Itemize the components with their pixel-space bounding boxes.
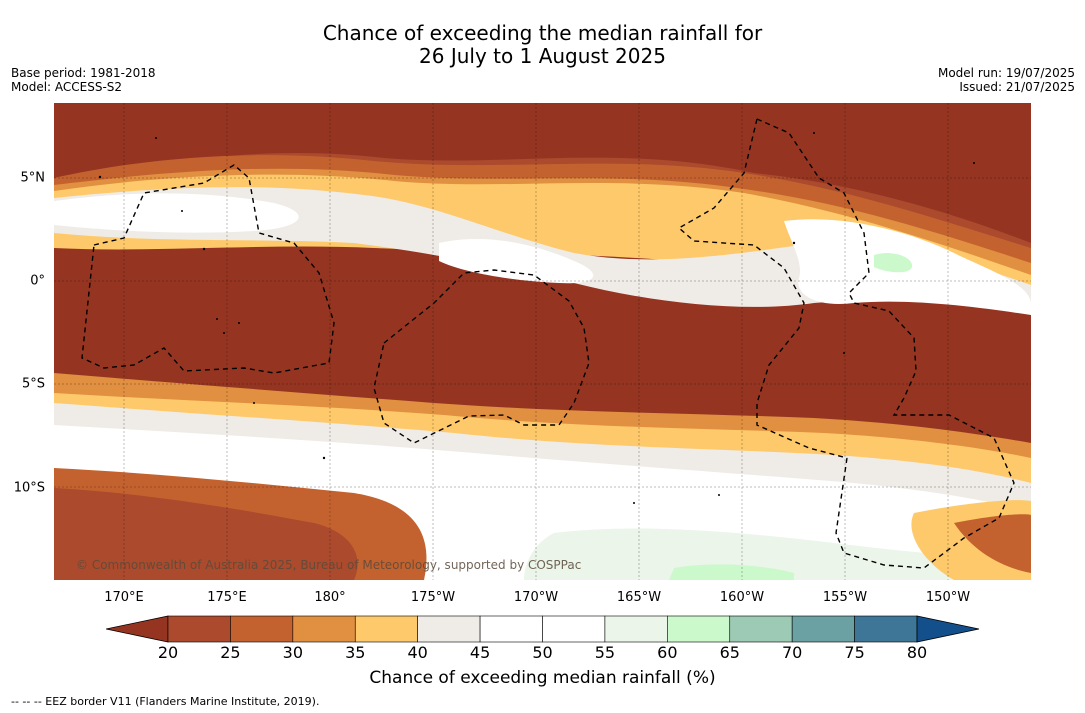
x-tick-175w: 175°W xyxy=(410,590,456,605)
base-period: Base period: 1981-2018 xyxy=(11,66,156,80)
islands xyxy=(98,132,975,504)
title-line-2: 26 July to 1 August 2025 xyxy=(419,44,666,68)
y-tick-0: 0° xyxy=(30,273,45,289)
x-tick-180: 180° xyxy=(314,590,346,605)
colorbar-tick-label: 80 xyxy=(906,643,928,662)
x-tick-165w: 165°W xyxy=(616,590,662,605)
colorbar-segment xyxy=(791,615,855,643)
y-tick-5s: 5°S xyxy=(21,376,45,392)
colorbar-tick-label: 65 xyxy=(719,643,740,662)
eez-line-islands xyxy=(756,118,1015,569)
colorbar-under-triangle xyxy=(106,615,169,643)
colorbar-tick-label: 70 xyxy=(781,643,803,662)
colorbar-segments xyxy=(167,615,918,643)
issued-date: Issued: 21/07/2025 xyxy=(959,80,1075,94)
model-name: Model: ACCESS-S2 xyxy=(11,80,123,94)
band-50-north-a xyxy=(54,193,299,233)
colorbar-segment xyxy=(667,615,731,643)
y-tick-10s: 10°S xyxy=(13,480,45,496)
meta-left: Base period: 1981-2018 Model: ACCESS-S2 xyxy=(11,66,156,94)
colorbar-tick-label: 45 xyxy=(469,643,491,662)
colorbar-segment xyxy=(479,615,543,643)
colorbar-tick-label: 30 xyxy=(282,643,304,662)
colorbar-segment xyxy=(292,615,356,643)
band-55-south xyxy=(524,528,1031,580)
x-tick-155w: 155°W xyxy=(822,590,868,605)
title-line-1: Chance of exceeding the median rainfall … xyxy=(322,21,763,45)
colorbar-tick-label: 55 xyxy=(594,643,616,662)
colorbar-segment xyxy=(230,615,294,643)
colorbar-tick-label: 20 xyxy=(157,643,179,662)
x-tick-160w: 160°W xyxy=(719,590,765,605)
band-60-north xyxy=(874,253,913,273)
colorbar-segment xyxy=(604,615,668,643)
eez-footnote: -- -- -- EEZ border V11 (Flanders Marine… xyxy=(11,695,320,708)
colorbar-segment xyxy=(354,615,418,643)
band-60-south xyxy=(669,564,794,580)
x-tick-170w: 170°W xyxy=(513,590,559,605)
colorbar-tick-label: 35 xyxy=(345,643,366,662)
colorbar-segment xyxy=(167,615,231,643)
meta-right: Model run: 19/07/2025 Issued: 21/07/2025 xyxy=(938,66,1075,94)
colorbar-segment xyxy=(729,615,793,643)
colorbar-over-triangle xyxy=(916,615,980,643)
colorbar-tick-label: 60 xyxy=(657,643,678,662)
eez-line-islands-north xyxy=(677,118,848,459)
x-tick-175e: 175°E xyxy=(207,590,247,605)
rainfall-map xyxy=(54,103,1031,580)
eez-tuvalu-kiribati-west xyxy=(81,164,335,374)
eez-borders xyxy=(81,118,1015,569)
colorbar-segment xyxy=(417,615,481,643)
model-run: Model run: 19/07/2025 xyxy=(937,66,1075,80)
band-30-south-right xyxy=(954,514,1031,573)
colorbar-tick-label: 25 xyxy=(220,643,241,662)
colorbar-label: Chance of exceeding median rainfall (%) xyxy=(369,668,716,688)
colorbar-tick-label: 75 xyxy=(844,643,865,662)
graticule xyxy=(54,103,1031,580)
eez-central xyxy=(373,269,590,444)
colorbar-segment xyxy=(854,615,918,643)
colorbar xyxy=(106,615,980,643)
map-title: Chance of exceeding the median rainfall … xyxy=(0,22,1085,68)
x-tick-170e: 170°E xyxy=(104,590,144,605)
x-tick-150w: 150°W xyxy=(925,590,971,605)
copyright-notice: © Commonwealth of Australia 2025, Bureau… xyxy=(76,558,582,572)
y-tick-5n: 5°N xyxy=(20,170,46,186)
band-25-south-left xyxy=(54,488,358,580)
colorbar-segment xyxy=(542,615,606,643)
colorbar-tick-label: 40 xyxy=(407,643,428,662)
colorbar-tick-label: 50 xyxy=(532,643,553,662)
